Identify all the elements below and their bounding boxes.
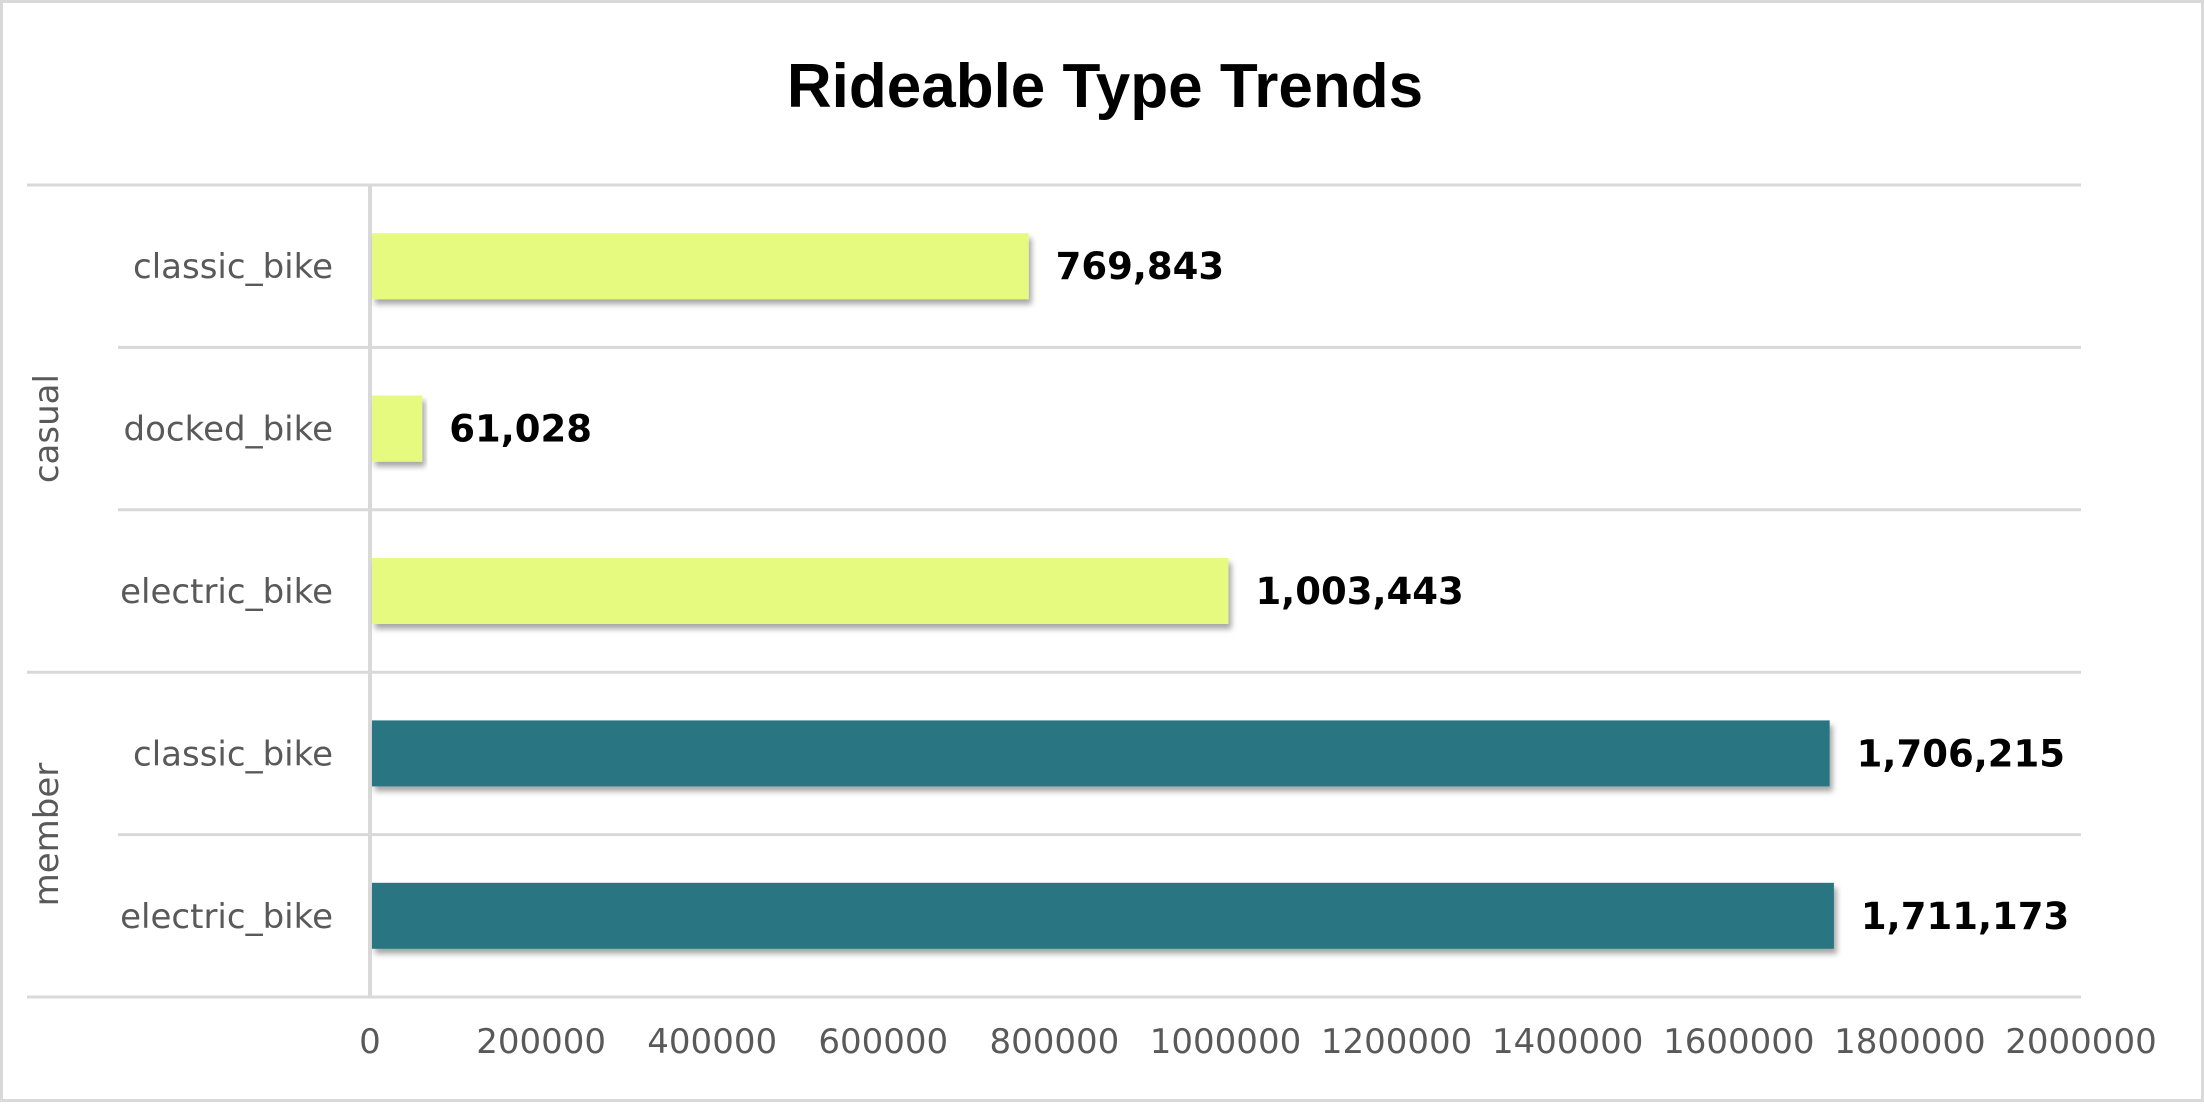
category-label: docked_bike — [124, 410, 333, 450]
x-tick-label: 800000 — [990, 1022, 1120, 1062]
group-label: casual — [27, 374, 67, 483]
group-label: member — [27, 763, 67, 907]
data-label: 1,711,173 — [1861, 895, 2069, 938]
x-tick-label: 400000 — [647, 1022, 777, 1062]
x-tick-label: 1400000 — [1492, 1022, 1643, 1062]
category-label: electric_bike — [120, 572, 333, 612]
bar — [372, 233, 1029, 300]
x-tick-label: 1800000 — [1834, 1022, 1985, 1062]
x-tick-label: 1200000 — [1321, 1022, 1472, 1062]
x-tick-label: 1000000 — [1150, 1022, 1301, 1062]
bar — [372, 882, 1834, 949]
x-tick-label: 2000000 — [2005, 1022, 2156, 1062]
labels-layer: classic_bike 769,843 docked_bike 61,028 elec… — [27, 245, 2157, 1062]
data-label: 1,003,443 — [1255, 570, 1463, 613]
x-tick-label: 200000 — [476, 1022, 606, 1062]
data-label: 769,843 — [1056, 245, 1225, 288]
bar — [372, 720, 1830, 787]
category-label: classic_bike — [133, 734, 333, 774]
chart-canvas: Rideable Type Trends classic_bike 769,843… — [27, 52, 2157, 1062]
data-label: 61,028 — [449, 408, 592, 451]
category-label: classic_bike — [133, 247, 333, 287]
grid-layer — [27, 183, 2081, 999]
x-tick-label: 1600000 — [1663, 1022, 1814, 1062]
bar — [372, 558, 1229, 624]
x-tick-label: 0 — [359, 1022, 381, 1062]
data-label: 1,706,215 — [1857, 732, 2065, 775]
chart-title: Rideable Type Trends — [787, 52, 1423, 121]
bars-layer — [372, 233, 1834, 949]
category-label: electric_bike — [120, 897, 333, 937]
bar — [372, 395, 423, 462]
x-tick-label: 600000 — [818, 1022, 948, 1062]
